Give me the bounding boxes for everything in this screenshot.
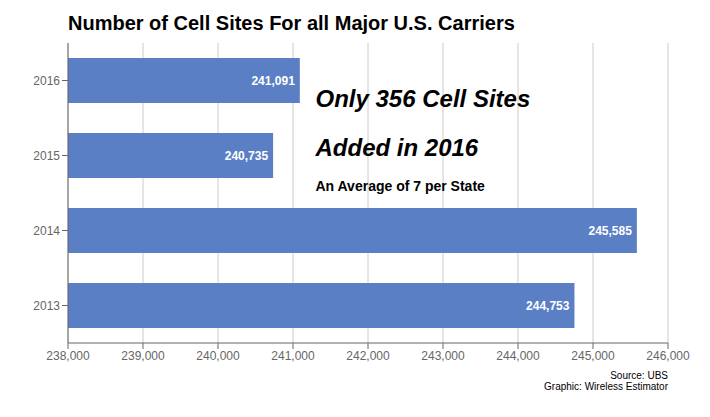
svg-text:2015: 2015 xyxy=(33,149,60,163)
svg-text:2016: 2016 xyxy=(33,74,60,88)
svg-text:243,000: 243,000 xyxy=(421,349,465,363)
svg-text:241,091: 241,091 xyxy=(251,74,295,88)
svg-text:238,000: 238,000 xyxy=(46,349,90,363)
svg-text:241,000: 241,000 xyxy=(271,349,315,363)
svg-text:239,000: 239,000 xyxy=(121,349,165,363)
svg-text:244,000: 244,000 xyxy=(496,349,540,363)
svg-text:2014: 2014 xyxy=(33,224,60,238)
svg-text:240,000: 240,000 xyxy=(196,349,240,363)
html-text:Number of Cell Sites For all M: Number of Cell Sites For all Major U.S. … xyxy=(68,12,515,34)
html-text:Added in 2016: Added in 2016 xyxy=(315,134,479,161)
html-text:An Average of 7 per State: An Average of 7 per State xyxy=(315,177,485,194)
svg-text:242,000: 242,000 xyxy=(346,349,390,363)
svg-text:2013: 2013 xyxy=(33,299,60,313)
svg-text:246,000: 246,000 xyxy=(646,349,690,363)
svg-text:245,000: 245,000 xyxy=(571,349,615,363)
html-text:Source: UBS Graphic: Wireless: Source: UBS Graphic: Wireless Estimator xyxy=(544,370,668,392)
html-text:Only 356 Cell Sites: Only 356 Cell Sites xyxy=(315,85,531,113)
svg-text:244,753: 244,753 xyxy=(526,299,570,313)
svg-text:240,735: 240,735 xyxy=(225,149,269,163)
svg-text:245,585: 245,585 xyxy=(588,224,632,238)
